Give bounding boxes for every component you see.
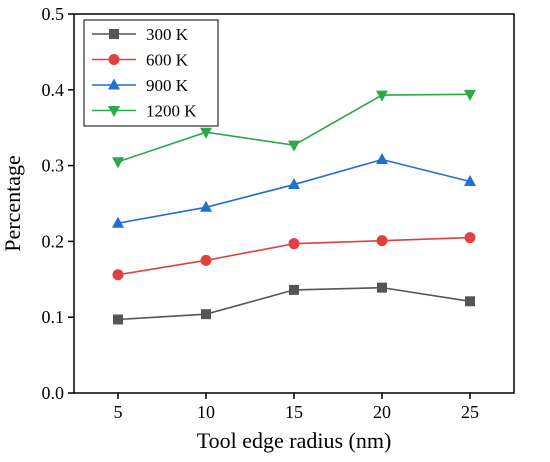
x-tick-label: 25 — [461, 402, 479, 422]
legend-item: 1200 K — [92, 102, 197, 121]
marker-square — [109, 29, 119, 39]
x-tick-label: 10 — [197, 402, 215, 422]
marker-triangle-down — [108, 106, 120, 117]
legend-label: 600 K — [146, 51, 189, 70]
x-tick-label: 15 — [285, 402, 303, 422]
legend-item: 600 K — [92, 51, 189, 70]
marker-triangle-down — [376, 90, 388, 102]
marker-triangle-up — [464, 175, 476, 187]
series-600-k — [112, 232, 476, 281]
series-900-k — [112, 153, 476, 228]
marker-circle — [112, 269, 124, 281]
marker-triangle-down — [464, 89, 476, 101]
marker-square — [289, 284, 299, 295]
marker-triangle-up — [376, 153, 388, 165]
marker-triangle-down — [288, 140, 300, 152]
legend-label: 300 K — [146, 25, 189, 44]
x-axis-title: Tool edge radius (nm) — [197, 428, 392, 453]
legend-item: 300 K — [92, 25, 189, 44]
y-tick-label: 0.2 — [42, 231, 65, 251]
marker-square — [465, 296, 475, 307]
axes: 0.0 0.1 0.2 0.3 0.4 0.5 5 10 15 20 25 — [42, 4, 515, 422]
y-axis-title: Percentage — [0, 155, 25, 252]
legend: 300 K 600 K 900 K 1200 K — [83, 19, 219, 127]
marker-circle — [200, 254, 212, 266]
series-line — [117, 158, 471, 224]
marker-triangle-up — [108, 78, 120, 90]
marker-square — [113, 314, 123, 325]
x-tick-label: 5 — [114, 402, 123, 422]
series-300-k — [113, 282, 475, 325]
y-tick-label: 0.1 — [42, 307, 65, 327]
y-tick-label: 0.3 — [42, 156, 65, 176]
marker-triangle-up — [200, 200, 212, 212]
marker-triangle-down — [112, 157, 124, 169]
y-tick-label: 0.4 — [42, 80, 65, 100]
plot-area — [112, 89, 476, 325]
marker-circle — [108, 54, 120, 65]
marker-circle — [288, 238, 300, 250]
x-tick-label: 20 — [373, 402, 391, 422]
legend-label: 1200 K — [146, 102, 197, 121]
series-1200-k — [112, 89, 476, 169]
legend-label: 900 K — [146, 76, 189, 95]
marker-triangle-down — [200, 127, 212, 139]
y-tick-label: 0.5 — [42, 4, 65, 24]
marker-circle — [464, 232, 476, 244]
marker-square — [201, 309, 211, 320]
y-tick-label: 0.0 — [42, 383, 65, 403]
marker-square — [377, 282, 387, 293]
marker-circle — [376, 235, 388, 247]
legend-item: 900 K — [92, 76, 189, 95]
marker-triangle-up — [112, 216, 124, 228]
legend-box — [83, 19, 219, 127]
marker-triangle-up — [288, 178, 300, 190]
